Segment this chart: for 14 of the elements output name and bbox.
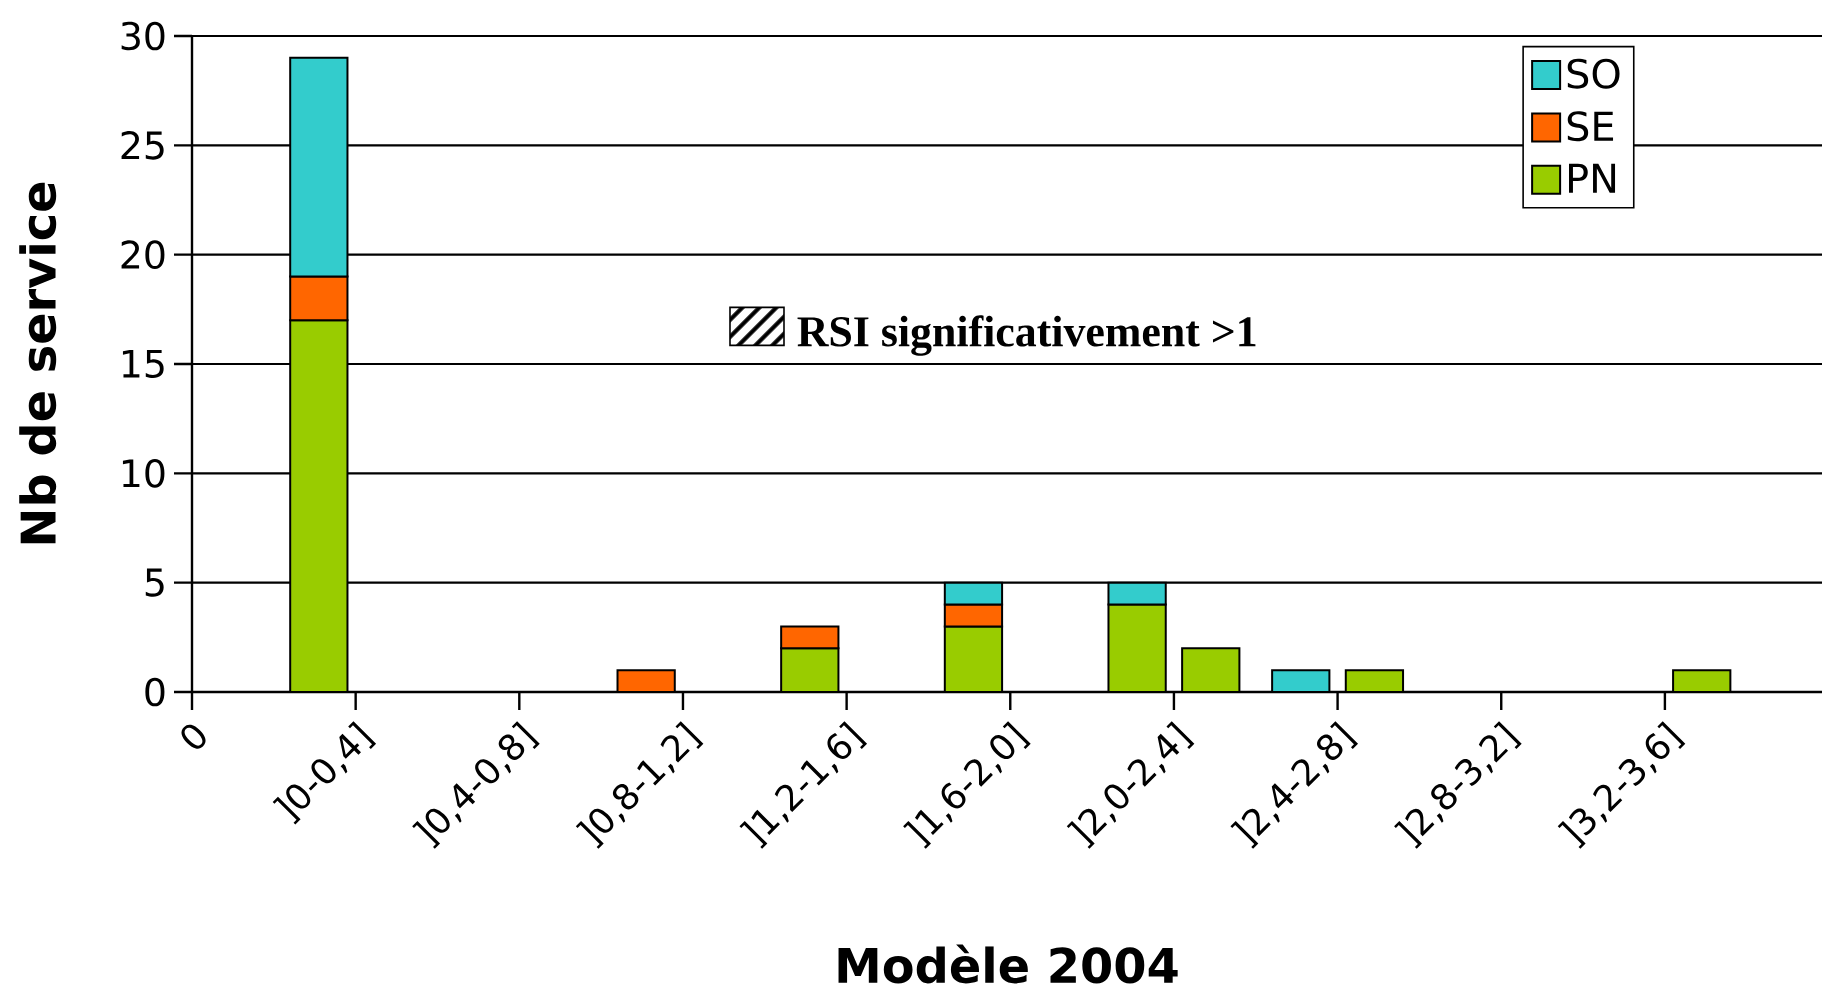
y-tick-label: 0 [145, 677, 165, 707]
y-tick-label: 15 [122, 349, 164, 379]
legend-label: RSI significativement >1 [797, 315, 1256, 356]
legend-label: SE [1567, 111, 1614, 142]
y-tick-label: 30 [121, 21, 165, 51]
y-tick-label: 10 [122, 459, 165, 488]
legend-label: PN [1569, 163, 1616, 193]
x-axis-title: Modèle 2004 [838, 944, 1178, 984]
y-tick-label: 25 [121, 131, 164, 160]
y-tick-label: 20 [121, 240, 165, 269]
y-tick-label: 5 [145, 568, 164, 597]
y-axis-title: Nb de service [19, 182, 57, 544]
legend-label: SO [1567, 58, 1620, 89]
x-tick-label: 0 [181, 724, 206, 749]
